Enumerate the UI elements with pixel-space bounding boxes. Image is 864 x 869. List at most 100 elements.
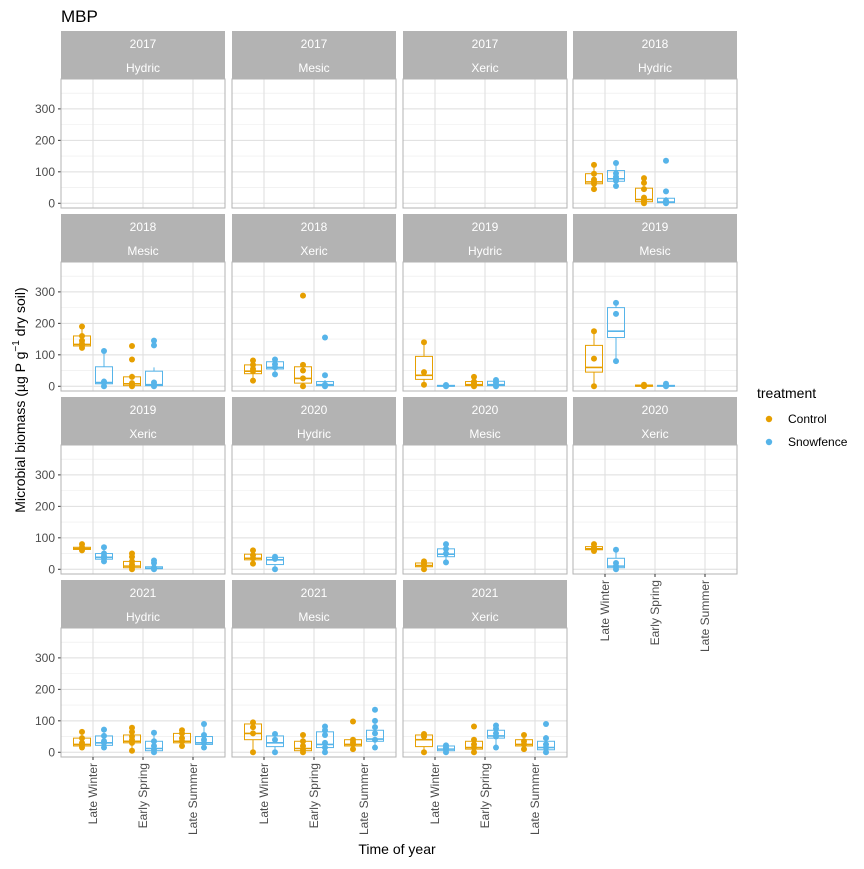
data-point (471, 749, 477, 756)
boxplot-snowfence-early-spring (145, 557, 163, 573)
data-point (300, 731, 306, 738)
boxplot-control-early-spring (294, 292, 312, 390)
facet-strip-year: 2017 (130, 37, 157, 51)
data-point (641, 194, 647, 201)
boxplot-control-early-spring (465, 373, 483, 390)
facet-strip-site: Xeric (471, 61, 498, 75)
facet-strip-year: 2018 (130, 220, 157, 234)
data-point (421, 731, 427, 738)
data-point (151, 557, 157, 564)
boxplot-control-late-winter (244, 547, 262, 567)
data-point (129, 724, 135, 731)
data-point (493, 744, 499, 751)
data-point (250, 357, 256, 364)
x-tick-label: Early Spring (648, 580, 662, 645)
x-tick-label: Late Winter (598, 580, 612, 641)
boxplot-snowfence-late-winter (607, 299, 625, 365)
data-point (101, 726, 107, 733)
data-point (250, 724, 256, 731)
data-point (493, 730, 499, 737)
facet-strip-year: 2021 (130, 586, 157, 600)
data-point (129, 747, 135, 754)
facet-strip (403, 580, 567, 628)
data-point (300, 292, 306, 299)
data-point (372, 706, 378, 713)
boxplot-control-early-spring (123, 550, 141, 573)
data-point (272, 356, 278, 363)
data-point (322, 749, 328, 756)
data-point (101, 348, 107, 355)
data-point (322, 381, 328, 388)
panel-border (402, 444, 568, 575)
boxplot-snowfence-early-spring (145, 729, 163, 756)
boxplot-control-late-summer (515, 731, 533, 753)
data-point (101, 738, 107, 745)
boxplot-snowfence-early-spring (316, 723, 334, 756)
data-point (272, 731, 278, 738)
facet-panel-2018-hydric: 2018 Hydric (572, 31, 738, 209)
box (415, 355, 433, 380)
facet-strip (232, 31, 396, 79)
boxplot-control-late-summer (344, 718, 362, 753)
facet-strip (403, 214, 567, 262)
data-point (79, 728, 85, 735)
facet-strip (61, 580, 225, 628)
facet-strip (573, 397, 737, 445)
boxplot-control-early-spring (123, 343, 141, 390)
boxplot-control-early-spring (294, 731, 312, 756)
data-point (300, 375, 306, 382)
data-point (272, 566, 278, 573)
legend-label-snowfence: Snowfence (788, 435, 848, 449)
legend-key-snowfence (765, 438, 773, 446)
data-point (272, 749, 278, 756)
data-point (421, 749, 427, 756)
boxplot-snowfence-early-spring (145, 337, 163, 390)
data-point (641, 175, 647, 182)
boxplot-control-late-winter (585, 328, 603, 390)
facet-panel-2017-hydric: 2017 Hydric 0 100 200 300 (35, 31, 226, 210)
facet-panel-2019-mesic: 2019 Mesic (572, 214, 738, 392)
data-point (372, 736, 378, 743)
data-point (443, 382, 449, 389)
y-tick-label: 200 (35, 682, 55, 696)
data-point (613, 182, 619, 189)
data-point (272, 736, 278, 743)
y-tick-label: 0 (48, 196, 55, 210)
data-point (421, 558, 427, 565)
panel-border (231, 444, 397, 575)
data-point (129, 356, 135, 363)
boxplot-control-late-winter (585, 161, 603, 193)
data-point (272, 371, 278, 378)
boxplot-control-late-summer (173, 727, 191, 749)
data-point (591, 328, 597, 335)
facet-panel-2018-xeric: 2018 Xeric (231, 214, 397, 392)
boxplot-snowfence-late-winter (266, 553, 284, 573)
y-tick-label: 300 (35, 651, 55, 665)
data-point (350, 746, 356, 753)
data-point (101, 544, 107, 551)
data-point (179, 735, 185, 742)
y-tick-label: 100 (35, 714, 55, 728)
boxplot-snowfence-late-winter (266, 356, 284, 378)
y-tick-label: 100 (35, 531, 55, 545)
data-point (300, 738, 306, 745)
x-tick-label: Early Spring (307, 763, 321, 828)
data-point (591, 170, 597, 177)
facet-strip-site: Mesic (639, 244, 670, 258)
data-point (521, 746, 527, 753)
facet-panel-2020-xeric: 2020 Xeric Late Winter Early Spring Late Sum… (572, 397, 738, 652)
data-point (663, 188, 669, 195)
box (585, 344, 603, 373)
y-axis-title-tail: dry soil) (12, 287, 28, 340)
data-point (663, 157, 669, 164)
y-axis-title-main: Microbial biomass (µg P g (12, 352, 28, 513)
data-point (591, 541, 597, 548)
facet-strip-year: 2020 (301, 403, 328, 417)
data-point (300, 367, 306, 374)
panel-border (402, 78, 568, 209)
data-point (272, 361, 278, 368)
data-point (663, 197, 669, 204)
data-point (151, 738, 157, 745)
